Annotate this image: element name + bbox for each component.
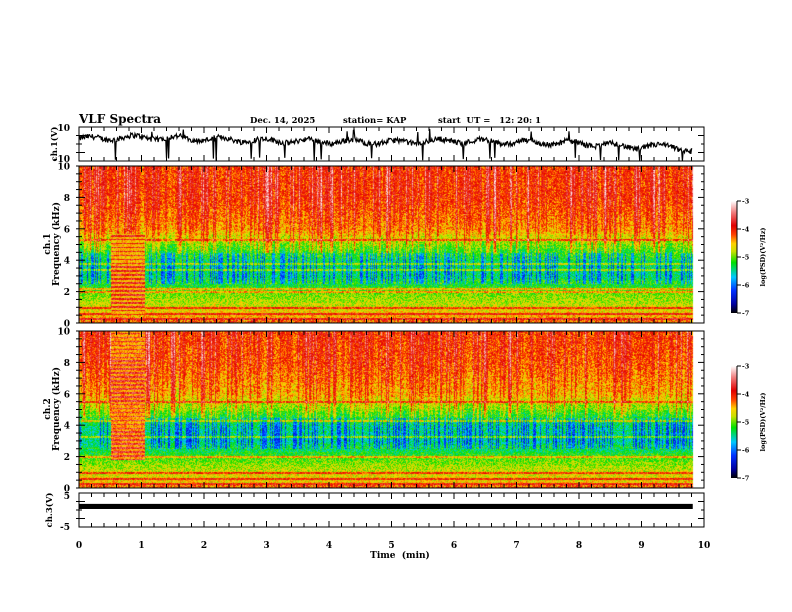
colorbar-tick-label: -7: [742, 310, 749, 318]
ch2-spectrogram-panel: 0 2 4 6 8 10 ch.2 Frequency (kHz): [43, 328, 705, 495]
ch2-colorbar-ticks: -3 -4 -5 -6 -7: [736, 363, 750, 483]
time-tick-label: 8: [576, 541, 582, 551]
ch1-trace: [78, 128, 693, 161]
ch2-spectrogram-ylabel-frequency: Frequency (kHz): [51, 367, 62, 451]
ch1-spectrogram-ylabel-channel: ch.1: [43, 233, 53, 254]
colorbar-tick-label: -3: [742, 363, 750, 371]
frequency-tick-label: 4: [64, 422, 70, 432]
time-tick-label: 1: [138, 541, 144, 551]
time-axis-tick-labels: 0 1 2 3 4 5 6 7 8 9 10: [76, 541, 710, 551]
time-tick-label: 10: [698, 541, 711, 551]
ch2-spectrogram-ticks: [76, 330, 705, 489]
ch2-spectrogram-ylabel-channel: ch.2: [43, 398, 53, 419]
colorbar-tick-label: -4: [742, 226, 750, 234]
time-tick-label: 7: [513, 541, 519, 551]
colorbar-tick-label: -5: [742, 419, 750, 427]
ch3-waveform-panel: 5 -5 ch.3(V): [44, 492, 705, 533]
frequency-tick-label: 8: [64, 194, 70, 204]
colorbar-tick-label: -6: [742, 447, 750, 455]
ch2-spectrogram-image: [79, 331, 704, 488]
ch1-frequency-tick-labels: 0 2 4 6 8 10: [57, 163, 70, 330]
frequency-tick-label: 10: [57, 163, 70, 173]
ch3-ticks: [76, 493, 705, 527]
frequency-tick-label: 8: [64, 359, 70, 369]
time-tick-label: 4: [326, 541, 332, 551]
ch1-spectrogram-panel: 0 2 4 6 8 10 ch.1 Frequency (kHz): [43, 163, 705, 330]
colorbar-tick-label: -6: [742, 282, 750, 290]
ch1-colorbar: -3 -4 -5 -6 -7 log(PSD)(V²/Hz): [731, 198, 767, 318]
frequency-tick-label: 6: [64, 225, 70, 235]
frequency-tick-label: 0: [64, 485, 70, 495]
ch1-colorbar-gradient: [731, 201, 737, 313]
frequency-tick-label: 0: [64, 320, 70, 330]
time-tick-label: 9: [638, 541, 644, 551]
ch2-colorbar-gradient: [731, 366, 737, 478]
time-axis-label: Time (min): [370, 550, 430, 561]
ch3-ylabel: ch.3(V): [44, 493, 55, 528]
time-tick-label: 6: [451, 541, 457, 551]
frequency-tick-label: 10: [57, 328, 70, 338]
ch1-colorbar-ticks: -3 -4 -5 -6 -7: [736, 198, 750, 318]
ch1-spectrogram-ticks: [76, 165, 705, 324]
colorbar-tick-label: -7: [742, 475, 749, 483]
ch2-frequency-tick-labels: 0 2 4 6 8 10: [57, 328, 70, 495]
ch1-ylabel: ch.1(V): [49, 127, 60, 162]
ch1-waveform-panel: 10 -10 ch.1(V): [49, 124, 705, 165]
start-ut-label: start UT = 12: 20: 1: [438, 116, 541, 126]
ch1-ticks: [76, 127, 705, 161]
time-tick-label: 2: [201, 541, 207, 551]
date-label: Dec. 14, 2025: [250, 116, 315, 126]
colorbar-tick-label: -4: [742, 391, 750, 399]
frequency-tick-label: 6: [64, 390, 70, 400]
colorbar-tick-label: -3: [742, 198, 750, 206]
figure-title: VLF Spectra: [78, 112, 161, 126]
station-label: station= KAP: [343, 116, 407, 126]
ch2-colorbar-label: log(PSD)(V²/Hz): [759, 393, 767, 452]
ch1-ytick-bottom: -10: [54, 155, 70, 165]
time-tick-label: 3: [263, 541, 269, 551]
frequency-tick-label: 2: [64, 288, 70, 298]
time-tick-label: 0: [76, 541, 82, 551]
ch1-spectrogram-image: [79, 166, 704, 323]
ch1-ytick-top: 10: [57, 124, 70, 134]
ch3-ytick-bottom: -5: [60, 523, 70, 533]
ch2-colorbar: -3 -4 -5 -6 -7 log(PSD)(V²/Hz): [731, 363, 767, 483]
time-tick-label: 5: [388, 541, 394, 551]
frequency-tick-label: 2: [64, 453, 70, 463]
ch1-colorbar-label: log(PSD)(V²/Hz): [759, 228, 767, 287]
ch1-spectrogram-ylabel-frequency: Frequency (kHz): [51, 202, 62, 286]
colorbar-tick-label: -5: [742, 254, 750, 262]
ch3-ytick-top: 5: [64, 492, 70, 502]
frequency-tick-label: 4: [64, 257, 70, 267]
ch3-trace: [79, 503, 693, 509]
